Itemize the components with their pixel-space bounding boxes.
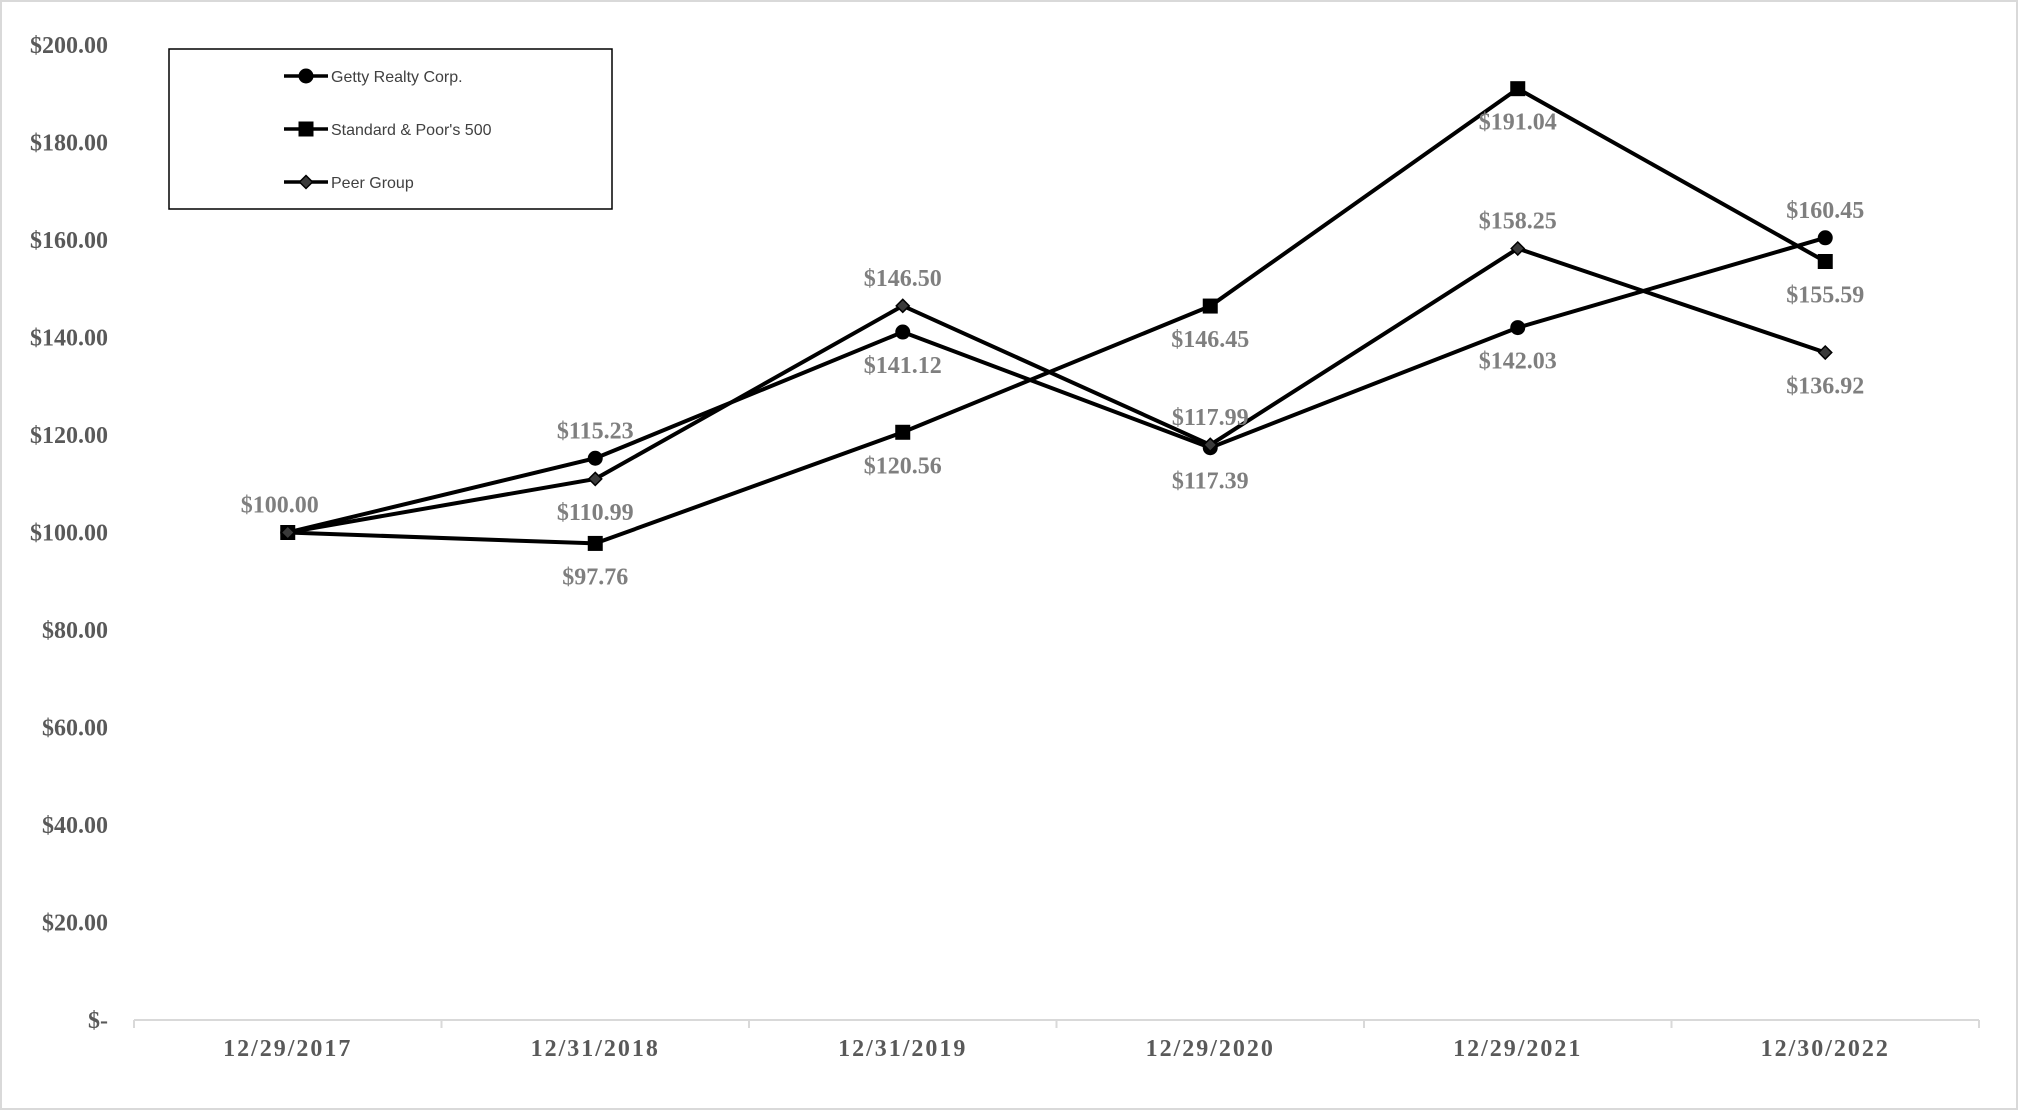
data-point-square bbox=[1510, 81, 1526, 97]
series-layer bbox=[280, 81, 1833, 551]
y-tick-label: $100.00 bbox=[30, 521, 108, 547]
data-point-square bbox=[1202, 298, 1218, 314]
series-line bbox=[287, 246, 1826, 535]
data-point-diamond bbox=[280, 524, 296, 541]
y-tick-label: $40.00 bbox=[42, 813, 108, 839]
data-label: $146.45 bbox=[1171, 327, 1249, 353]
series-line bbox=[287, 86, 1827, 546]
data-point-diamond bbox=[298, 174, 314, 190]
data-label: $146.50 bbox=[864, 266, 942, 292]
x-tick-label: 12/29/2021 bbox=[1453, 1036, 1582, 1062]
y-tick-label: $80.00 bbox=[42, 618, 108, 644]
data-label: $136.92 bbox=[1786, 374, 1864, 400]
x-tick-label: 12/29/2017 bbox=[223, 1036, 352, 1062]
x-tick-label: 12/30/2022 bbox=[1761, 1036, 1890, 1062]
x-tick-label: 12/29/2020 bbox=[1146, 1036, 1275, 1062]
x-tick-label: 12/31/2019 bbox=[838, 1036, 967, 1062]
data-label: $100.00 bbox=[241, 493, 319, 519]
data-point-diamond bbox=[1510, 240, 1526, 257]
data-label: $158.25 bbox=[1479, 209, 1557, 235]
data-label: $115.23 bbox=[557, 418, 634, 444]
y-tick-label: $- bbox=[88, 1008, 108, 1034]
legend-label: Peer Group bbox=[331, 175, 414, 192]
data-point-diamond bbox=[1202, 437, 1218, 453]
data-point-square bbox=[895, 424, 911, 440]
x-tick-label: 12/31/2018 bbox=[531, 1036, 660, 1062]
data-label: $191.04 bbox=[1479, 110, 1557, 136]
legend-item: Getty Realty Corp. bbox=[284, 68, 463, 86]
data-label: $155.59 bbox=[1786, 282, 1864, 308]
data-label: $120.56 bbox=[864, 453, 942, 479]
legend-item: Peer Group bbox=[284, 174, 414, 192]
data-label: $110.99 bbox=[557, 500, 634, 526]
y-tick-label: $180.00 bbox=[30, 131, 108, 157]
data-point-circle bbox=[298, 68, 314, 84]
axes: 12/29/2017 12/31/2018 12/31/2019 12/29/2020… bbox=[30, 33, 1980, 1062]
data-label: $160.45 bbox=[1786, 198, 1864, 224]
legend: Getty Realty Corp. Standard & Poor's 500 P… bbox=[168, 48, 613, 210]
y-tick-label: $160.00 bbox=[30, 228, 108, 254]
legend-label: Standard & Poor's 500 bbox=[331, 122, 492, 139]
data-point-circle bbox=[1817, 230, 1833, 246]
data-point-diamond bbox=[587, 471, 603, 487]
y-tick-label: $140.00 bbox=[30, 326, 108, 352]
y-tick-label: $120.00 bbox=[30, 423, 108, 449]
data-point-diamond bbox=[895, 298, 911, 314]
y-tick-label: $200.00 bbox=[30, 33, 108, 59]
legend-label: Getty Realty Corp. bbox=[331, 69, 463, 86]
data-point-square bbox=[587, 535, 603, 551]
data-label: $97.76 bbox=[562, 564, 628, 590]
series-diamond bbox=[280, 240, 1833, 541]
data-point-circle bbox=[587, 450, 603, 466]
legend-item: Standard & Poor's 500 bbox=[284, 121, 492, 139]
data-labels: $100.00 $115.23 $141.12 $117.39 $142.03 $160.… bbox=[241, 110, 1865, 591]
data-label: $142.03 bbox=[1479, 349, 1557, 375]
data-label: $117.39 bbox=[1172, 469, 1249, 495]
y-tick-label: $60.00 bbox=[42, 716, 108, 742]
data-point-square bbox=[1817, 253, 1833, 269]
legend-box bbox=[168, 48, 613, 210]
data-label: $141.12 bbox=[864, 353, 942, 379]
data-label: $117.99 bbox=[1172, 405, 1249, 431]
y-tick-label: $20.00 bbox=[42, 911, 108, 937]
data-point-square bbox=[298, 121, 314, 137]
data-point-circle bbox=[895, 324, 911, 340]
data-point-circle bbox=[1510, 320, 1526, 336]
series-line bbox=[287, 235, 1826, 535]
data-point-diamond bbox=[1817, 344, 1833, 361]
